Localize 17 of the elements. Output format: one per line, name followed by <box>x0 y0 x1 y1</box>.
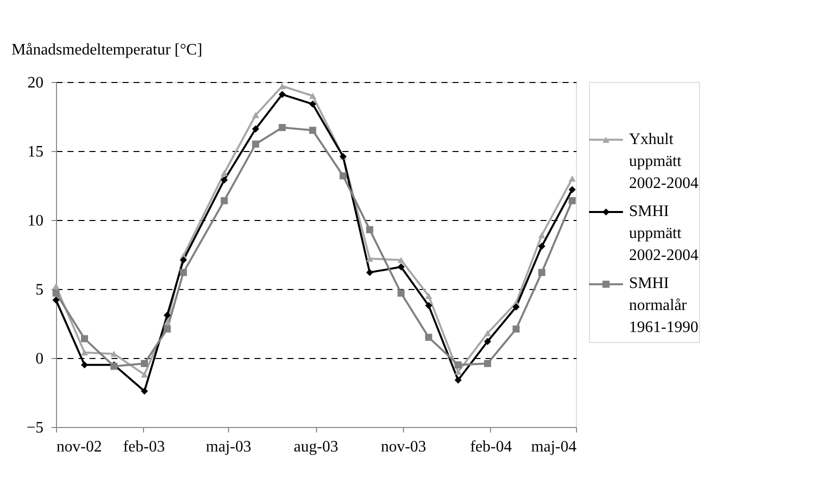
x-tick-label: maj-03 <box>206 438 252 456</box>
x-tick-label: aug-03 <box>294 438 338 456</box>
x-tick-label: feb-03 <box>123 438 165 456</box>
x-tick-label: nov-03 <box>380 438 426 456</box>
y-tick-label: 15 <box>28 144 44 160</box>
y-tick-label: 5 <box>36 282 44 298</box>
legend-label: Yxhult uppmätt 2002-2004 <box>629 130 698 192</box>
y-tick-label: 10 <box>28 212 44 230</box>
x-tick-label: nov-02 <box>56 438 102 456</box>
y-tick-label: −5 <box>26 420 44 436</box>
y-axis-title: Månadsmedeltemperatur [°C] <box>12 42 202 58</box>
y-tick-label: 0 <box>36 350 44 368</box>
legend-label: SMHI uppmätt 2002-2004 <box>629 203 698 264</box>
y-tick-label: 20 <box>28 74 44 92</box>
legend-label: SMHI normalår 1961-1990 <box>629 275 698 336</box>
x-tick-label: maj-04 <box>531 438 576 456</box>
x-tick-label: feb-04 <box>470 438 512 456</box>
